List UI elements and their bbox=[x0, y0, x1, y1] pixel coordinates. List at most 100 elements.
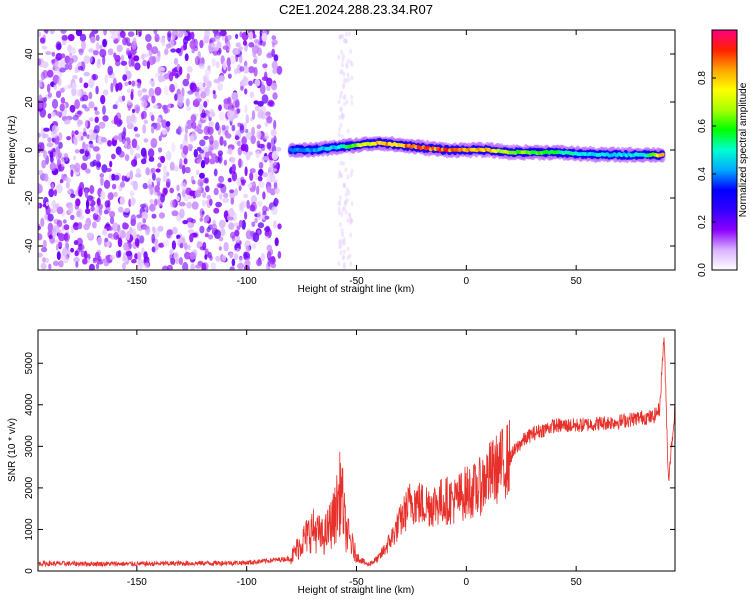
noise-blob bbox=[337, 261, 341, 267]
noise-blob bbox=[199, 208, 205, 218]
noise-blob bbox=[244, 46, 248, 52]
noise-blob bbox=[228, 222, 235, 230]
noise-blob bbox=[218, 192, 223, 200]
noise-blob bbox=[213, 207, 220, 214]
noise-blob bbox=[171, 210, 179, 217]
noise-blob bbox=[250, 135, 256, 145]
noise-blob bbox=[126, 50, 132, 56]
noise-blob bbox=[227, 73, 232, 79]
noise-blob bbox=[211, 58, 216, 67]
noise-blob bbox=[75, 261, 79, 268]
noise-blob bbox=[89, 55, 93, 63]
noise-blob bbox=[107, 226, 114, 231]
noise-blob bbox=[203, 125, 211, 135]
noise-blob bbox=[350, 94, 354, 100]
noise-blob bbox=[161, 128, 168, 135]
noise-blob bbox=[346, 255, 350, 261]
noise-blob bbox=[38, 225, 42, 230]
noise-blob bbox=[252, 232, 260, 243]
noise-blob bbox=[339, 243, 343, 249]
noise-blob bbox=[347, 77, 351, 83]
noise-blob bbox=[209, 113, 213, 118]
noise-blob bbox=[219, 228, 226, 237]
noise-blob bbox=[145, 167, 150, 176]
noise-blob bbox=[341, 84, 345, 90]
noise-blob bbox=[120, 54, 125, 63]
noise-blob bbox=[120, 60, 128, 66]
noise-blob bbox=[228, 208, 235, 217]
noise-blob bbox=[171, 240, 176, 250]
noise-blob bbox=[189, 252, 197, 260]
noise-blob bbox=[271, 167, 278, 172]
noise-blob bbox=[105, 255, 109, 261]
noise-blob bbox=[222, 255, 226, 262]
noise-blob bbox=[59, 103, 65, 112]
noise-blob bbox=[272, 92, 278, 100]
noise-blob bbox=[272, 161, 279, 169]
noise-blob bbox=[231, 163, 236, 173]
noise-blob bbox=[107, 65, 113, 76]
noise-blob bbox=[117, 206, 124, 213]
noise-blob bbox=[241, 181, 246, 186]
noise-blob bbox=[86, 232, 93, 239]
noise-blob bbox=[240, 85, 244, 91]
noise-blob bbox=[217, 150, 223, 157]
noise-blob bbox=[203, 177, 209, 184]
noise-blob bbox=[157, 117, 162, 123]
noise-blob bbox=[344, 192, 348, 198]
noise-blob bbox=[151, 233, 156, 244]
noise-blob bbox=[265, 111, 271, 117]
noise-blob bbox=[39, 37, 46, 44]
noise-blob bbox=[55, 146, 61, 155]
noise-blob bbox=[90, 36, 96, 44]
noise-blob bbox=[240, 200, 247, 209]
spectrogram-y-axis-label: Frequency (Hz) bbox=[7, 116, 18, 185]
noise-blob bbox=[71, 47, 77, 54]
noise-blob bbox=[267, 99, 274, 106]
noise-blob bbox=[257, 100, 264, 107]
noise-blob bbox=[179, 208, 185, 219]
noise-blob bbox=[68, 63, 73, 71]
noise-blob bbox=[38, 94, 43, 101]
noise-blob bbox=[191, 180, 196, 185]
noise-blob bbox=[227, 34, 232, 41]
y-tick-label: 5000 bbox=[24, 352, 35, 375]
noise-blob bbox=[341, 33, 345, 39]
noise-blob bbox=[157, 74, 164, 83]
noise-blob bbox=[337, 206, 341, 212]
noise-blob bbox=[161, 265, 169, 270]
noise-blob bbox=[217, 82, 224, 91]
noise-blob bbox=[143, 138, 149, 143]
noise-blob bbox=[205, 214, 210, 222]
noise-blob bbox=[158, 212, 165, 219]
noise-blob bbox=[38, 144, 42, 154]
noise-blob bbox=[151, 126, 155, 134]
noise-blob bbox=[44, 173, 49, 182]
noise-blob bbox=[271, 42, 276, 48]
noise-blob bbox=[53, 68, 60, 74]
noise-blob bbox=[47, 177, 51, 185]
noise-blob bbox=[70, 214, 75, 221]
noise-blob bbox=[182, 145, 189, 155]
noise-blob bbox=[186, 201, 193, 209]
noise-blob bbox=[113, 115, 119, 125]
noise-blob bbox=[83, 55, 91, 64]
noise-blob bbox=[338, 239, 341, 245]
noise-blob bbox=[70, 193, 76, 198]
noise-blob bbox=[208, 121, 214, 127]
noise-blob bbox=[187, 167, 191, 172]
noise-blob bbox=[233, 253, 239, 261]
noise-blob bbox=[40, 262, 47, 270]
noise-blob bbox=[163, 85, 169, 96]
noise-blob bbox=[40, 71, 46, 81]
noise-blob bbox=[137, 89, 142, 97]
noise-blob bbox=[92, 146, 100, 152]
noise-blob bbox=[271, 60, 278, 70]
noise-blob bbox=[137, 251, 142, 261]
spectrogram-panel: -150 -100 -50 0 50 -40 -20 0 20 40 Height of stra… bbox=[7, 29, 676, 295]
noise-blob bbox=[256, 258, 262, 267]
noise-blob bbox=[131, 259, 137, 264]
noise-blob bbox=[128, 58, 133, 68]
noise-blob bbox=[202, 199, 206, 207]
noise-blob bbox=[349, 48, 353, 54]
